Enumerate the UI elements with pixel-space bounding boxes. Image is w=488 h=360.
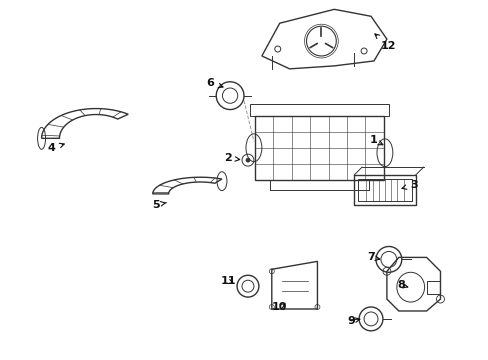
Bar: [254, 116, 383, 180]
Text: 4: 4: [47, 143, 64, 153]
Text: 12: 12: [374, 34, 396, 51]
Text: 1: 1: [369, 135, 382, 145]
Bar: [353, 175, 415, 205]
Text: 5: 5: [152, 200, 166, 210]
Text: 10: 10: [271, 302, 287, 312]
Text: 2: 2: [224, 153, 239, 163]
Text: 11: 11: [220, 276, 235, 286]
Text: 6: 6: [206, 78, 223, 88]
Text: 8: 8: [396, 280, 407, 290]
Text: 9: 9: [346, 316, 359, 326]
Bar: [357, 179, 411, 201]
Circle shape: [245, 158, 249, 162]
Text: 3: 3: [401, 180, 417, 190]
Text: 7: 7: [366, 252, 379, 262]
